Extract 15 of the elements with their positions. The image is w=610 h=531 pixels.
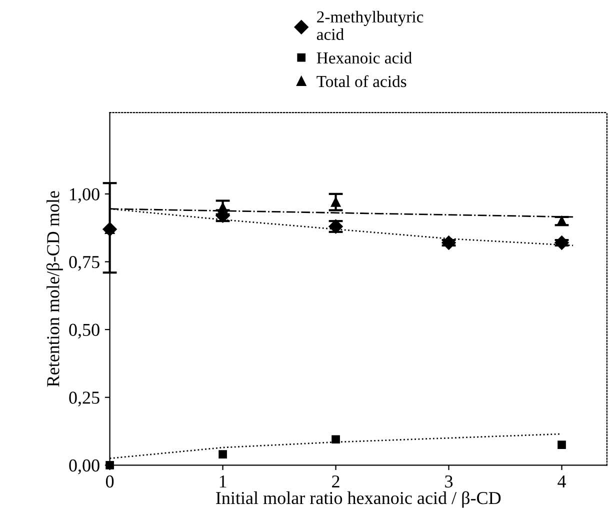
y-tick-label: 0,00 — [69, 459, 100, 474]
x-tick-label: 4 — [558, 476, 566, 488]
legend-label: 2-methylbutyric acid — [316, 10, 424, 40]
x-tick-label: 1 — [220, 475, 226, 488]
y-tick-label: 0,75 — [69, 256, 100, 271]
y-tick-label: 0,50 — [69, 324, 100, 339]
y-tick-label: 0,25 — [69, 392, 100, 406]
legend-label: Hexanoic acid — [316, 52, 412, 64]
y-axis-title: Retention mole/β-CD mole — [46, 191, 63, 387]
y-tick-label: 1,00 — [70, 188, 100, 203]
x-axis-title: Initial molar ratio hexanoic acid / β-CD — [216, 491, 501, 508]
legend-label: Total of acids — [316, 75, 406, 88]
x-tick-label: 0 — [106, 475, 114, 488]
x-tick-label: 3 — [445, 475, 453, 488]
x-tick-label: 2 — [332, 475, 340, 488]
